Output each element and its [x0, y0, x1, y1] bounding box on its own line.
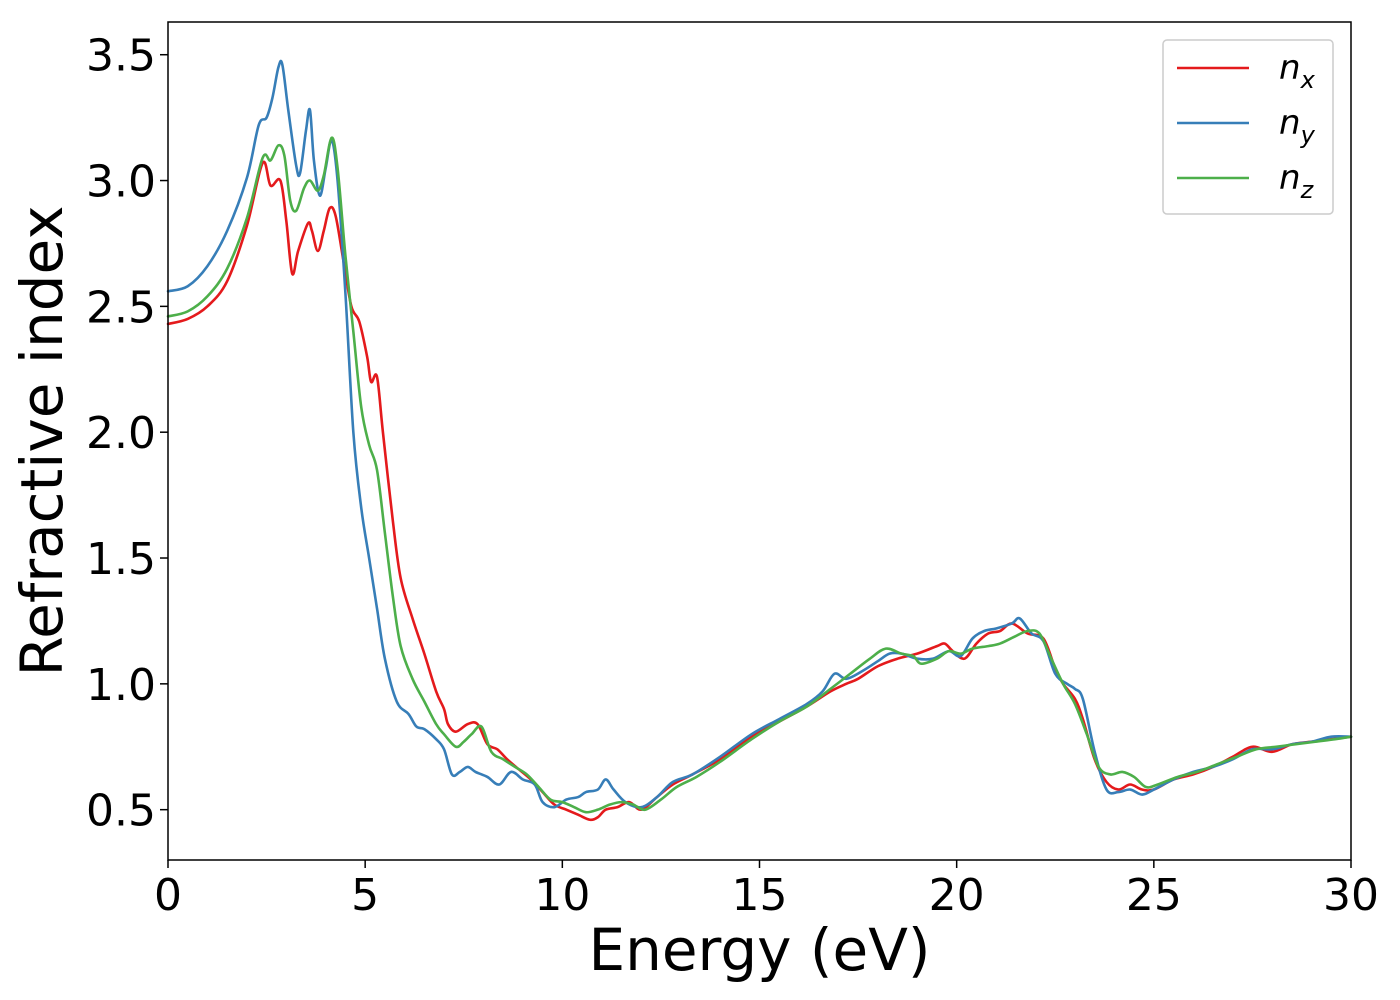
x-axis-label: Energy (eV)	[588, 916, 930, 984]
x-tick-label: 30	[1323, 870, 1379, 921]
y-tick-label: 1.5	[86, 534, 156, 585]
series-line-z	[166, 136, 1353, 814]
y-axis-label: Refractive index	[8, 205, 76, 676]
y-tick-label: 3.0	[86, 157, 156, 208]
legend-items: nx ny nz	[1177, 48, 1316, 204]
legend: nx ny nz	[1162, 39, 1334, 215]
x-tick-label: 10	[534, 870, 590, 921]
y-tick-label: 1.0	[86, 660, 156, 711]
legend-label-z: nz	[1279, 158, 1315, 204]
y-tick-label: 2.0	[86, 408, 156, 459]
y-axis-ticks: 0.5 1.0 1.5 2.0 2.5 3.0 3.5	[86, 31, 168, 837]
x-tick-label: 5	[351, 870, 379, 921]
y-tick-label: 2.5	[86, 282, 156, 333]
x-tick-label: 20	[929, 870, 985, 921]
legend-label-y: ny	[1279, 103, 1316, 149]
x-tick-label: 25	[1126, 870, 1182, 921]
x-tick-label: 15	[732, 870, 788, 921]
y-tick-label: 0.5	[86, 786, 156, 837]
legend-label-x: nx	[1279, 48, 1316, 94]
legend-box	[1162, 39, 1334, 215]
series-line-y	[166, 59, 1353, 809]
series-layer	[166, 59, 1353, 822]
x-axis-ticks: 0 5 10 15 20 25 30	[154, 860, 1379, 921]
plot-background	[168, 22, 1351, 860]
y-tick-label: 3.5	[86, 31, 156, 82]
x-tick-label: 0	[154, 870, 182, 921]
